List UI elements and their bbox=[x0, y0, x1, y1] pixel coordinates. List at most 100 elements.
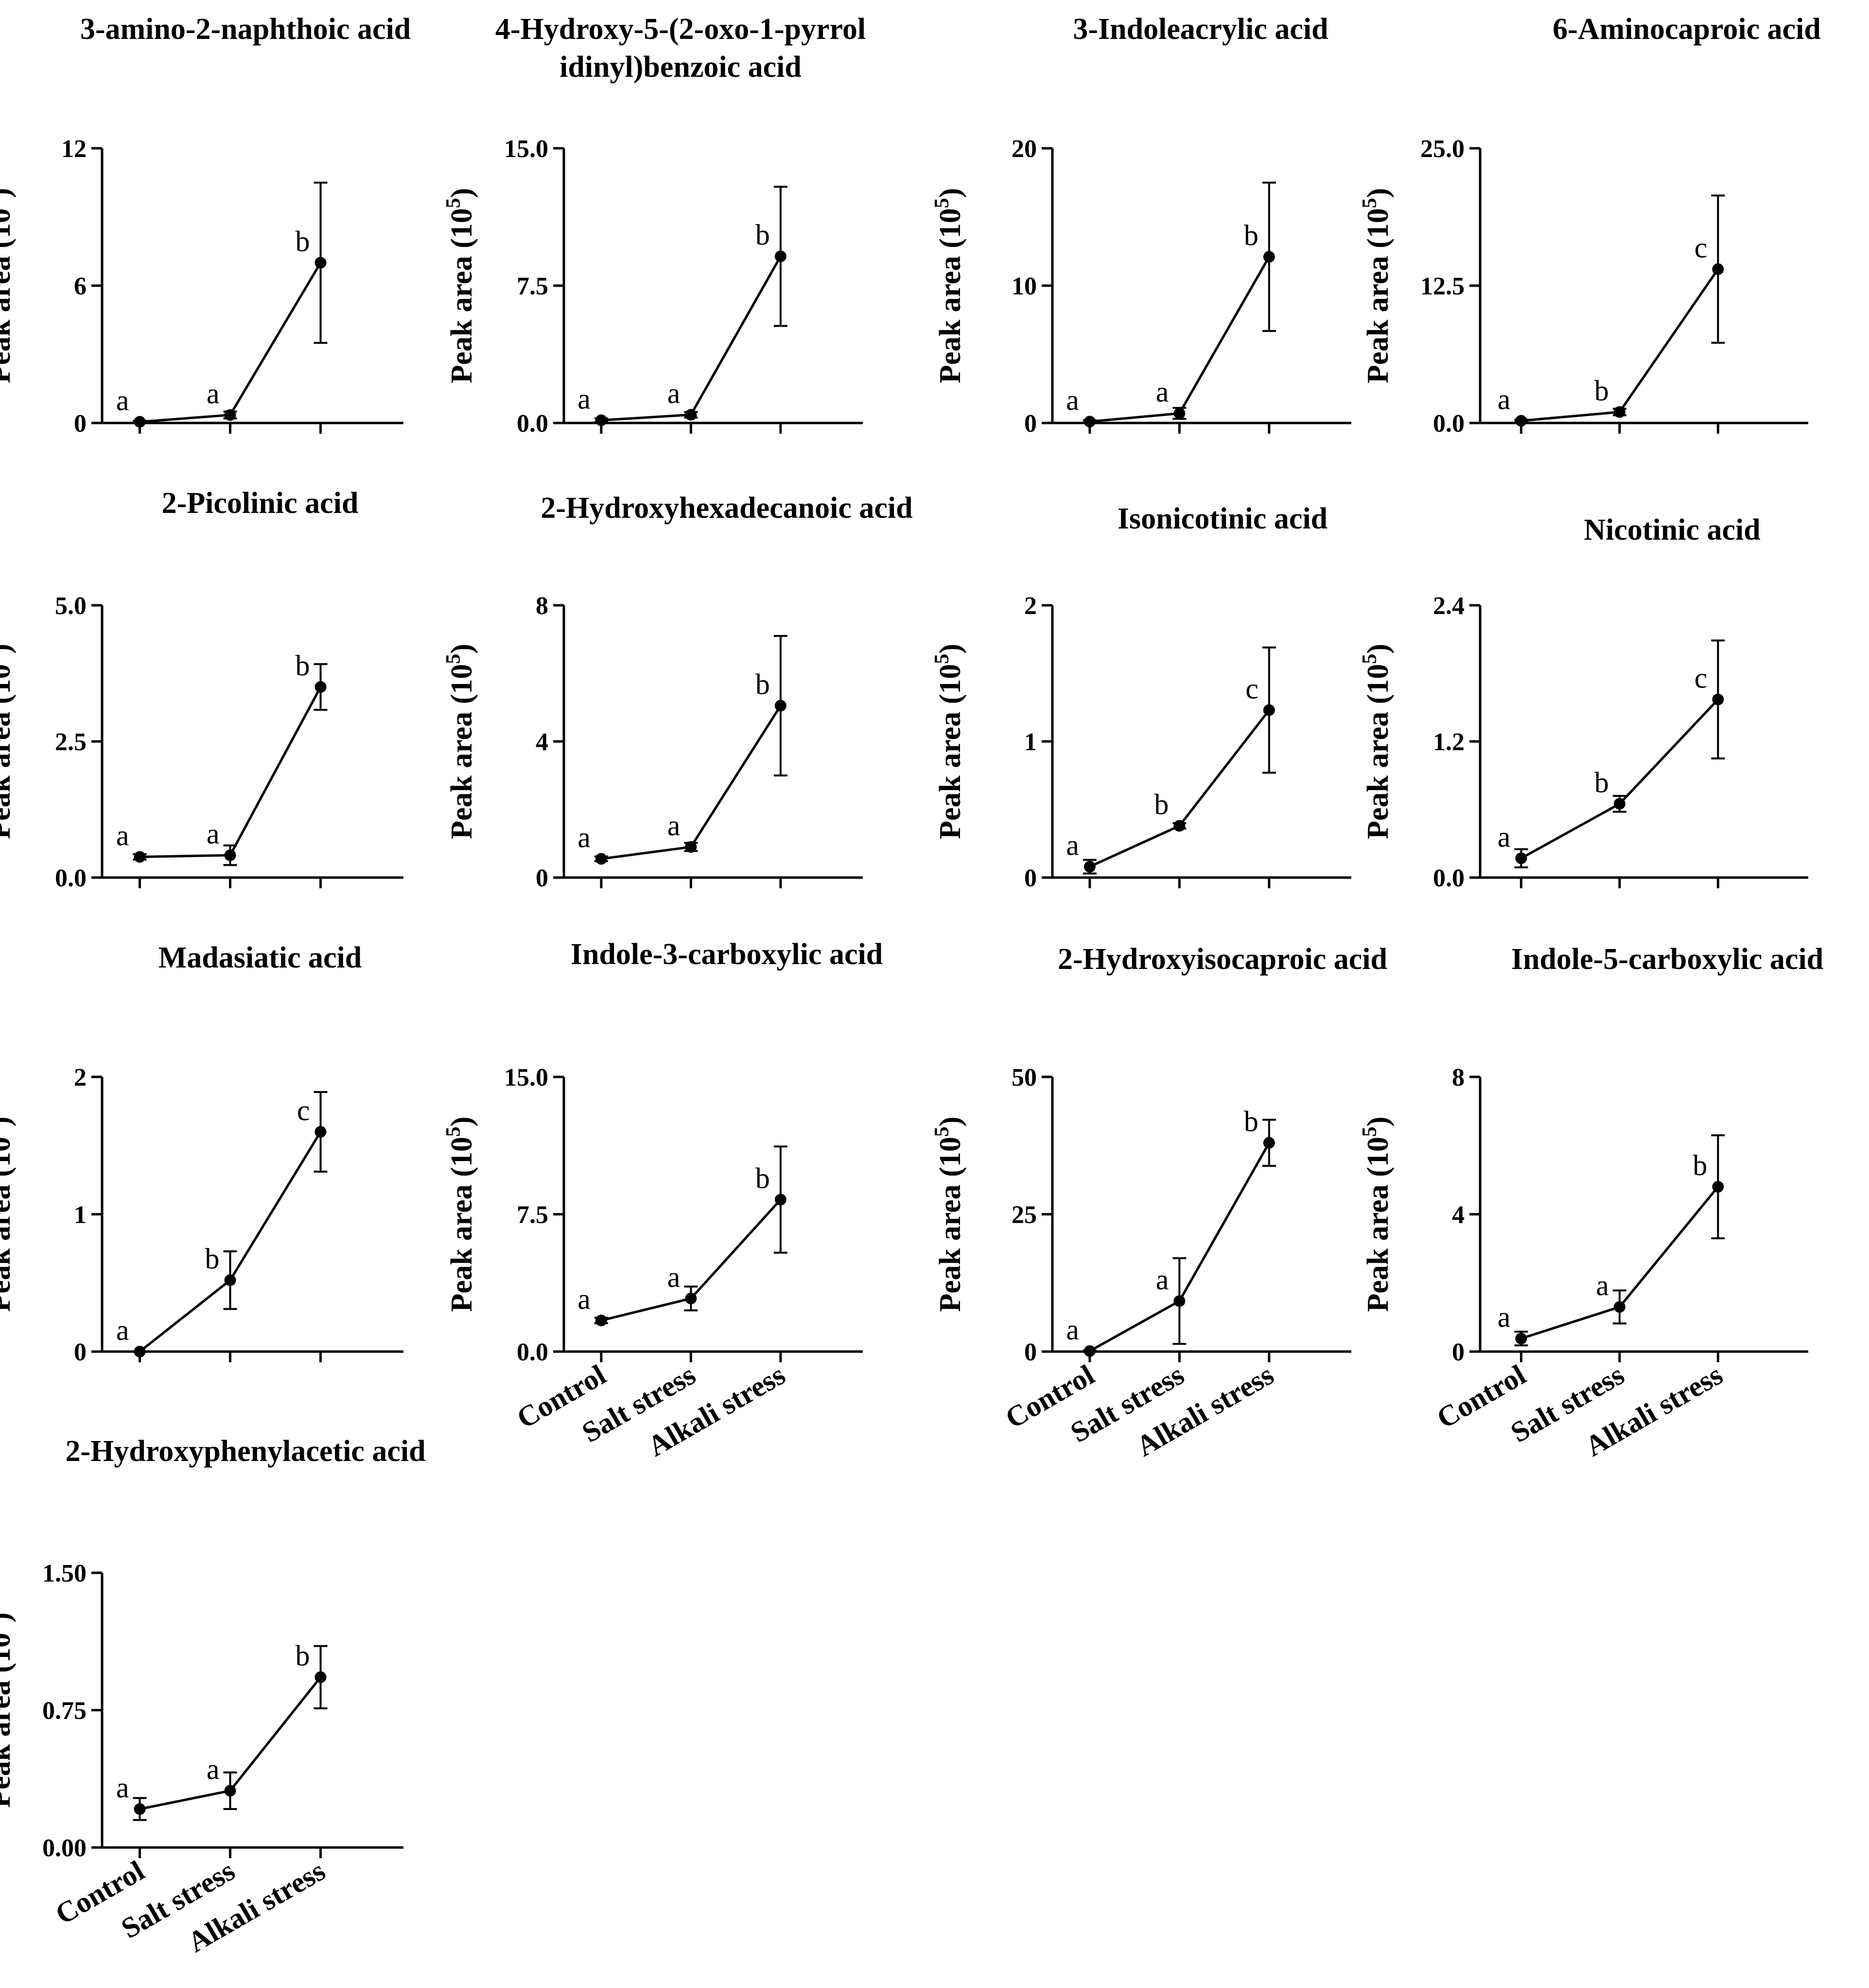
chart-panel: 3-amino-2-naphthoic acid 0 6 12 Peak area (1… bbox=[0, 13, 411, 438]
y-tick-label: 8 bbox=[1452, 1064, 1465, 1091]
data-point bbox=[224, 849, 236, 862]
chart-panel: 2-Hydroxyhexadecanoic acid 0 4 8 Peak area (… bbox=[442, 492, 913, 892]
y-axis-label: Peak area (105) bbox=[931, 1116, 967, 1312]
data-point bbox=[224, 409, 236, 421]
chart-title: 4-Hydroxy-5-(2-oxo-1-pyrrol bbox=[495, 13, 866, 46]
data-point bbox=[595, 853, 607, 865]
y-tick-label: 15.0 bbox=[504, 135, 548, 163]
data-point bbox=[314, 257, 327, 269]
y-tick-label: 6 bbox=[74, 273, 87, 300]
y-tick-label: 12 bbox=[61, 135, 87, 163]
significance-letter: a bbox=[1156, 1264, 1169, 1296]
data-point bbox=[1263, 251, 1275, 263]
y-tick-label: 25 bbox=[1012, 1201, 1037, 1229]
series-line bbox=[1520, 698, 1719, 860]
data-point bbox=[1515, 1333, 1527, 1345]
y-axis-label: Peak area (105) bbox=[0, 1612, 17, 1808]
y-tick-label: 0.0 bbox=[55, 864, 87, 892]
y-tick-label: 2 bbox=[74, 1064, 87, 1091]
significance-letter: b bbox=[1244, 219, 1258, 251]
significance-letter: a bbox=[116, 385, 129, 417]
y-axis-label: Peak area (105) bbox=[442, 644, 478, 839]
y-tick-label: 0 bbox=[536, 864, 548, 892]
y-tick-label: 25.0 bbox=[1420, 135, 1465, 163]
chart-panel: Nicotinic acid 0.0 1.2 2.4 Peak area (105) a b… bbox=[1359, 513, 1808, 892]
series-line bbox=[601, 256, 782, 422]
data-point bbox=[1263, 1137, 1275, 1149]
y-tick-label: 15.0 bbox=[504, 1064, 548, 1091]
chart-title: idinyl)benzoic acid bbox=[559, 51, 802, 84]
series-line bbox=[140, 686, 322, 858]
y-tick-label: 1 bbox=[1024, 728, 1037, 756]
data-point bbox=[685, 841, 697, 853]
y-tick-label: 20 bbox=[1012, 135, 1037, 163]
significance-letter: c bbox=[297, 1094, 310, 1126]
data-point bbox=[314, 1671, 327, 1683]
chart-panel: 2-Picolinic acid 0.0 2.5 5.0 Peak area (105)… bbox=[0, 487, 403, 892]
y-axis-label: Peak area (105) bbox=[442, 1116, 478, 1312]
y-tick-label: 0 bbox=[74, 1338, 87, 1366]
y-tick-label: 8 bbox=[536, 592, 548, 620]
significance-letter: b bbox=[755, 219, 770, 251]
chart-panel: Isonicotinic acid 0 1 2 Peak area (105) a b c bbox=[931, 502, 1351, 892]
significance-letter: a bbox=[1066, 384, 1079, 416]
y-tick-label: 0.0 bbox=[1433, 410, 1465, 438]
chart-title: 2-Hydroxyphenylacetic acid bbox=[65, 1435, 425, 1468]
significance-letter: a bbox=[667, 377, 681, 409]
data-point bbox=[1712, 693, 1724, 705]
data-point bbox=[1083, 416, 1096, 428]
chart-title: Indole-5-carboxylic acid bbox=[1511, 943, 1823, 976]
significance-letter: a bbox=[1498, 383, 1511, 415]
data-point bbox=[685, 1292, 697, 1304]
y-tick-label: 1.50 bbox=[42, 1560, 87, 1587]
significance-letter: a bbox=[667, 1261, 681, 1293]
y-tick-label: 4 bbox=[536, 728, 548, 756]
y-tick-label: 1 bbox=[74, 1201, 87, 1229]
data-point bbox=[134, 1803, 146, 1815]
y-tick-label: 0 bbox=[1452, 1338, 1465, 1366]
significance-letter: b bbox=[1244, 1106, 1258, 1138]
data-point bbox=[685, 409, 697, 421]
data-point bbox=[1712, 1181, 1724, 1193]
data-point bbox=[1083, 861, 1096, 873]
significance-letter: a bbox=[1596, 1269, 1609, 1302]
chart-title: Indole-3-carboxylic acid bbox=[571, 938, 883, 971]
chart-panel: Indole-5-carboxylic acid 0 4 8 Peak area (10… bbox=[1359, 943, 1823, 1462]
y-axis-label: Peak area (105) bbox=[0, 1116, 17, 1312]
significance-letter: a bbox=[577, 822, 591, 854]
y-tick-label: 2.4 bbox=[1433, 592, 1465, 620]
significance-letter: a bbox=[667, 809, 681, 842]
data-point bbox=[314, 681, 327, 693]
data-point bbox=[224, 1785, 236, 1797]
y-tick-label: 5.0 bbox=[55, 592, 87, 620]
y-axis-label: Peak area (105) bbox=[0, 188, 17, 383]
chart-title: 2-Picolinic acid bbox=[162, 487, 359, 520]
data-point bbox=[224, 1274, 236, 1286]
data-point bbox=[1173, 1295, 1186, 1307]
y-axis-label: Peak area (105) bbox=[1359, 1116, 1395, 1312]
y-axis-label: Peak area (105) bbox=[931, 188, 967, 383]
chart-title: 2-Hydroxyhexadecanoic acid bbox=[541, 492, 912, 525]
chart-title: Isonicotinic acid bbox=[1118, 502, 1328, 535]
chart-panel: 2-Hydroxyisocaproic acid 0 25 50 Peak area (… bbox=[931, 943, 1387, 1462]
data-point bbox=[774, 250, 786, 263]
data-point bbox=[774, 1194, 786, 1206]
significance-letter: b bbox=[1154, 789, 1169, 821]
chart-title: Nicotinic acid bbox=[1584, 513, 1760, 546]
significance-letter: b bbox=[296, 225, 310, 257]
significance-letter: b bbox=[755, 1162, 770, 1194]
series-line bbox=[1089, 256, 1271, 423]
series-line bbox=[1089, 709, 1270, 868]
data-point bbox=[1613, 798, 1625, 810]
y-tick-label: 0.0 bbox=[1433, 864, 1465, 892]
significance-letter: a bbox=[207, 378, 220, 410]
chart-panel: 2-Hydroxyphenylacetic acid 0.00 0.75 1.50 Pe… bbox=[0, 1435, 426, 1958]
significance-letter: b bbox=[1693, 1149, 1707, 1181]
y-tick-label: 7.5 bbox=[517, 273, 548, 300]
significance-letter: a bbox=[207, 818, 220, 850]
y-tick-label: 12.5 bbox=[1420, 273, 1465, 300]
chart-title: 3-amino-2-naphthoic acid bbox=[80, 13, 411, 46]
y-tick-label: 0.0 bbox=[517, 1338, 548, 1366]
data-point bbox=[1613, 406, 1625, 418]
